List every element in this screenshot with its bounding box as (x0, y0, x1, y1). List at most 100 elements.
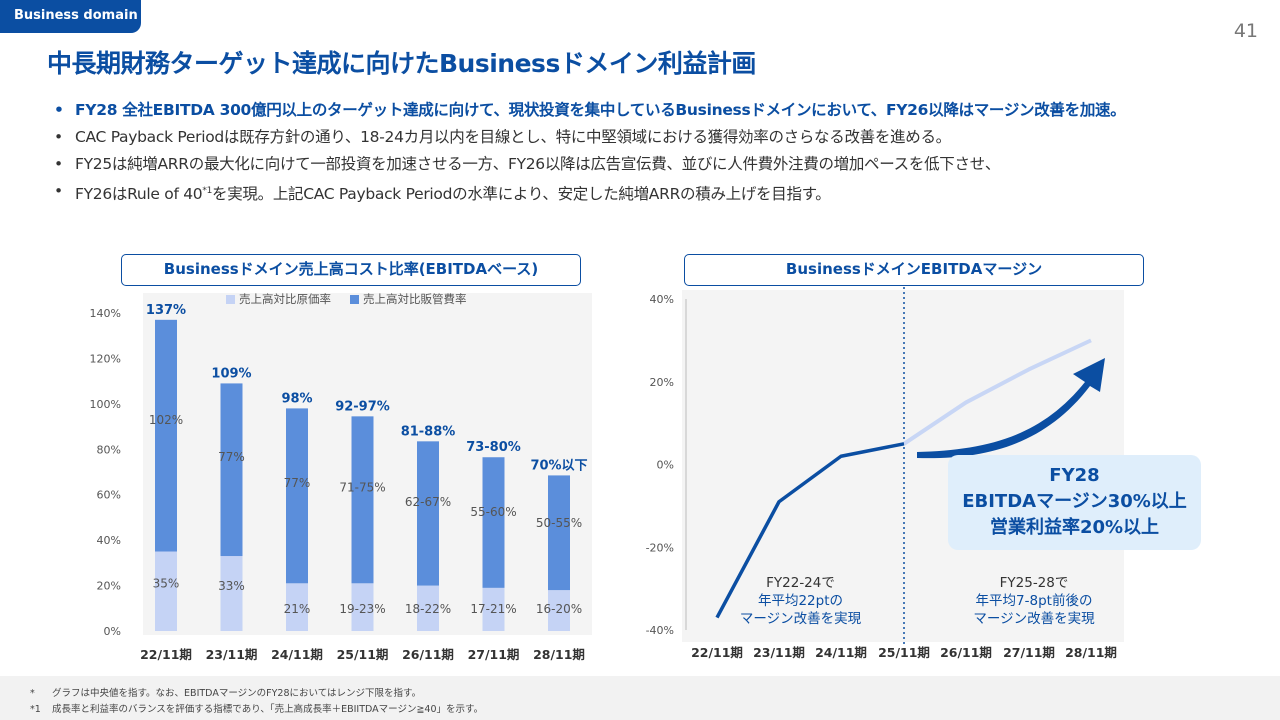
y-tick-label: 100% (90, 398, 121, 411)
callout-line: EBITDAマージン30%以上 (962, 491, 1187, 512)
legend-swatch (350, 294, 359, 304)
data-label-cogs: 35% (153, 576, 180, 590)
legend-swatch (226, 294, 235, 304)
data-label-sga: 50-55% (536, 516, 582, 530)
data-label-sga: 77% (284, 476, 311, 490)
data-label-cogs: 19-23% (339, 602, 385, 616)
footnote-ref: *1 (202, 186, 213, 196)
bar-total-label: 81-88% (401, 424, 456, 439)
data-label-sga: 102% (149, 413, 183, 427)
y-tick-label: 40% (650, 293, 674, 306)
x-tick-label: 26/11期 (940, 645, 992, 660)
x-tick-label: 28/11期 (1065, 645, 1117, 660)
y-tick-label: 120% (90, 352, 121, 365)
y-tick-label: 60% (97, 489, 121, 502)
bar-total-label: 98% (281, 391, 312, 406)
data-label-cogs: 33% (218, 579, 245, 593)
bar-segment-sga (417, 441, 439, 586)
bar-segment-cogs (548, 590, 570, 631)
x-tick-label: 23/11期 (753, 645, 805, 660)
bar-segment-sga (286, 408, 308, 584)
footnote-text: グラフは中央値を指す。なお、EBITDAマージンのFY28においてはレンジ下限を… (52, 688, 422, 699)
data-label-cogs: 18-22% (405, 602, 451, 616)
bar-segment-cogs (220, 556, 243, 631)
bar-segment-cogs (417, 585, 439, 631)
series-line-forecast (902, 338, 1092, 446)
note-fy22-24: FY22-24で 年平均22ptの マージン改善を実現 (733, 574, 868, 628)
x-tick-label: 22/11期 (140, 647, 192, 662)
y-tick-label: 0% (104, 625, 121, 638)
footer: * グラフは中央値を指す。なお、EBITDAマージンのFY28においてはレンジ下限… (0, 676, 1280, 720)
note-line: マージン改善を実現 (739, 611, 862, 627)
bar-segment-sga (351, 416, 374, 584)
fy28-target-callout: FY28 EBITDAマージン30%以上 営業利益率20%以上 (948, 455, 1201, 550)
footnote-mark: * (30, 688, 35, 699)
footnote-mark: *1 (30, 704, 41, 715)
note-line: FY22-24で (766, 575, 835, 591)
bar-segment-cogs (286, 583, 308, 631)
y-tick-label: 80% (97, 443, 121, 456)
y-tick-label: 20% (650, 376, 674, 389)
note-line: FY25-28で (999, 575, 1069, 591)
y-tick-label: 40% (97, 534, 121, 547)
legend-label: 売上高対比原価率 (239, 292, 331, 306)
data-label-sga: 71-75% (339, 480, 385, 494)
bar-total-label: 70%以下 (530, 458, 587, 473)
x-tick-label: 24/11期 (815, 645, 867, 660)
page-number: 41 (1233, 20, 1258, 42)
x-tick-label: 27/11期 (468, 647, 520, 662)
x-tick-label: 25/11期 (878, 645, 930, 660)
bar-segment-cogs (351, 583, 374, 631)
note-line: 年平均22ptの (757, 593, 844, 609)
bar-segment-sga (155, 319, 177, 552)
data-label-sga: 62-67% (405, 495, 451, 509)
series-line-actual (715, 442, 905, 619)
growth-arrow-icon (917, 358, 1105, 459)
data-label-cogs: 16-20% (536, 602, 582, 616)
data-label-sga: 55-60% (470, 505, 516, 519)
domain-tag: Business domain (0, 0, 141, 33)
bullet-item: CAC Payback Periodは既存方針の通り、18-24カ月以内を目線と… (48, 124, 1258, 151)
x-tick-label: 22/11期 (691, 645, 743, 660)
y-tick-label: 20% (97, 580, 121, 593)
bar-segment-sga (548, 475, 570, 591)
bar-segment-sga (220, 383, 243, 557)
bullet-item: FY28 全社EBITDA 300億円以上のターゲット達成に向けて、現状投資を集… (48, 97, 1258, 124)
note-line: 年平均7-8pt前後の (975, 593, 1093, 609)
footnote-text: 成長率と利益率のバランスを評価する指標であり、「売上高成長率＋EBIITDAマー… (52, 704, 484, 715)
y-tick-label: 140% (90, 307, 121, 320)
legend-item-cogs: 売上高対比原価率 (226, 291, 331, 307)
data-label-cogs: 21% (284, 602, 311, 616)
x-tick-label: 24/11期 (271, 647, 323, 662)
bar-segment-sga (482, 457, 505, 588)
callout-line: FY28 (1049, 465, 1100, 486)
footnote: *1 成長率と利益率のバランスを評価する指標であり、「売上高成長率＋EBIITDA… (30, 701, 483, 715)
note-fy25-28: FY25-28で 年平均7-8pt前後の マージン改善を実現 (955, 574, 1113, 628)
data-label-sga: 77% (218, 450, 245, 464)
callout-line: 営業利益率20%以上 (989, 517, 1160, 538)
x-tick-label: 26/11期 (402, 647, 454, 662)
page-title: 中長期財務ターゲット達成に向けたBusinessドメイン利益計画 (47, 49, 756, 78)
bullet-text: FY26はRule of 40 (75, 185, 203, 204)
left-chart-title: Businessドメイン売上高コスト比率(EBITDAベース) (121, 254, 581, 286)
bar-total-label: 109% (211, 366, 251, 381)
y-tick-label: 0% (657, 459, 674, 472)
bar-total-label: 137% (146, 303, 186, 318)
bar-segment-cogs (482, 587, 505, 631)
right-chart-title: BusinessドメインEBITDAマージン (684, 254, 1144, 286)
bullet-item-continued: FY26はRule of 40*1を実現。上記CAC Payback Perio… (48, 178, 1258, 208)
bar-total-label: 92-97% (335, 399, 390, 414)
bar-total-label: 73-80% (466, 440, 521, 455)
x-tick-label: 23/11期 (206, 647, 258, 662)
x-tick-label: 28/11期 (533, 647, 585, 662)
legend-item-sga: 売上高対比販管費率 (350, 291, 467, 307)
legend-label: 売上高対比販管費率 (363, 292, 467, 306)
x-tick-label: 27/11期 (1003, 645, 1055, 660)
x-tick-label: 25/11期 (337, 647, 389, 662)
bullet-text: を実現。上記CAC Payback Periodの水準により、安定した純増ARR… (212, 185, 831, 204)
bullet-list: FY28 全社EBITDA 300億円以上のターゲット達成に向けて、現状投資を集… (48, 97, 1258, 208)
footnote: * グラフは中央値を指す。なお、EBITDAマージンのFY28においてはレンジ下限… (30, 685, 421, 699)
y-tick-label: -40% (646, 624, 674, 637)
